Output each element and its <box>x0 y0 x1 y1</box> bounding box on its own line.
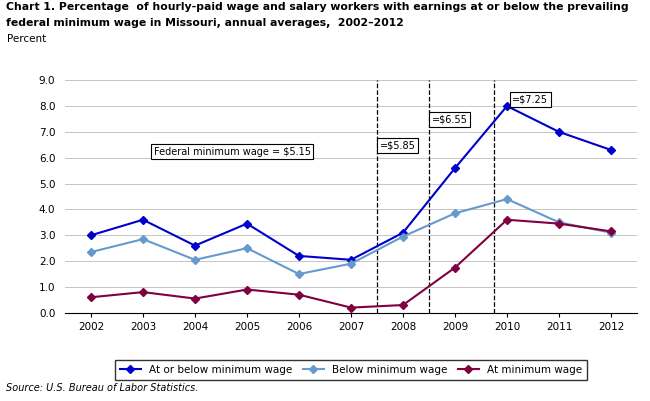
Below minimum wage <box>87 250 95 255</box>
Below minimum wage <box>295 271 303 276</box>
At minimum wage <box>503 217 511 222</box>
At minimum wage <box>607 229 615 234</box>
Line: At or below minimum wage: At or below minimum wage <box>88 103 614 263</box>
Below minimum wage <box>607 230 615 235</box>
Below minimum wage <box>399 234 407 239</box>
Text: =$5.85: =$5.85 <box>380 141 415 151</box>
At or below minimum wage <box>87 233 95 238</box>
At minimum wage <box>399 303 407 308</box>
Below minimum wage <box>139 237 147 241</box>
Text: Federal minimum wage = $5.15: Federal minimum wage = $5.15 <box>153 147 311 157</box>
At minimum wage <box>451 265 459 270</box>
Below minimum wage <box>191 257 199 262</box>
Below minimum wage <box>555 220 563 225</box>
At or below minimum wage <box>243 221 251 226</box>
Below minimum wage <box>347 261 355 266</box>
At or below minimum wage <box>555 130 563 134</box>
At or below minimum wage <box>451 166 459 170</box>
At minimum wage <box>295 292 303 297</box>
At or below minimum wage <box>295 253 303 258</box>
At or below minimum wage <box>607 148 615 152</box>
Text: Chart 1. Percentage  of hourly-paid wage and salary workers with earnings at or : Chart 1. Percentage of hourly-paid wage … <box>6 2 629 12</box>
Text: federal minimum wage in Missouri, annual averages,  2002–2012: federal minimum wage in Missouri, annual… <box>6 18 404 28</box>
Text: =$7.25: =$7.25 <box>512 94 548 104</box>
Text: =$6.55: =$6.55 <box>432 115 467 125</box>
Line: At minimum wage: At minimum wage <box>88 217 614 310</box>
Below minimum wage <box>503 196 511 201</box>
Line: Below minimum wage: Below minimum wage <box>88 196 614 277</box>
Below minimum wage <box>451 211 459 216</box>
At or below minimum wage <box>191 243 199 248</box>
At minimum wage <box>191 296 199 301</box>
At or below minimum wage <box>139 217 147 222</box>
At or below minimum wage <box>503 103 511 108</box>
At minimum wage <box>555 221 563 226</box>
At or below minimum wage <box>399 230 407 235</box>
At minimum wage <box>243 287 251 292</box>
Text: Percent: Percent <box>6 34 46 44</box>
At or below minimum wage <box>347 257 355 262</box>
Legend: At or below minimum wage, Below minimum wage, At minimum wage: At or below minimum wage, Below minimum … <box>115 360 587 380</box>
At minimum wage <box>139 290 147 294</box>
At minimum wage <box>87 295 95 300</box>
Text: Source: U.S. Bureau of Labor Statistics.: Source: U.S. Bureau of Labor Statistics. <box>6 383 199 393</box>
Below minimum wage <box>243 246 251 251</box>
At minimum wage <box>347 305 355 310</box>
